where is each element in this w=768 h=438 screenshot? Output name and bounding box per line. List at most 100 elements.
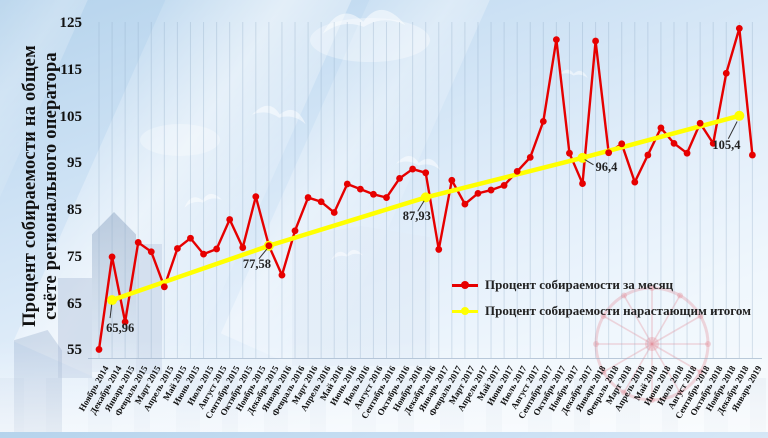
monthly-data-point [409,165,417,173]
monthly-data-point [448,176,456,184]
monthly-data-point [513,167,521,175]
ferris-wheel-cabin [705,341,711,347]
y-tick-label: 65 [67,295,82,312]
monthly-data-point [566,149,573,157]
monthly-data-point [265,242,273,250]
monthly-data-point [343,180,351,188]
y-tick-label: 85 [67,202,82,219]
monthly-data-point [657,124,665,132]
monthly-data-point [670,139,678,147]
cumulative-value-callout: 77,58 [242,256,271,271]
ferris-wheel-cabin [621,389,627,396]
cumulative-data-point [107,295,118,306]
ferris-wheel-cabin [600,369,607,375]
callout-leader-line [258,248,268,260]
monthly-data-point [200,250,207,258]
monthly-series-marker-icon [452,280,478,290]
callout-leader-line [417,200,425,212]
y-axis-title-line1: Процент собираемости на общем [20,45,40,327]
ferris-wheel-spoke [651,295,681,345]
monthly-data-point [317,198,325,206]
monthly-data-point [644,151,652,159]
cumulative-value-callout: 105,4 [712,137,741,152]
monthly-data-point [683,149,691,157]
monthly-data-point [252,193,260,201]
monthly-data-point [239,244,247,251]
y-tick-label: 75 [67,248,82,265]
ferris-wheel-hub [645,337,659,351]
monthly-data-point [474,189,482,197]
ferris-wheel-icon [594,286,710,402]
legend-label-cumulative: Процент собираемости нарастающим итогом [485,303,751,318]
ferris-wheel-cabin [697,313,704,319]
ferris-wheel-cabin [677,389,683,396]
monthly-data-point [487,186,495,194]
monthly-data-point [174,245,181,252]
ferris-wheel-spoke [623,343,653,393]
ferris-wheel-cabin [621,292,627,299]
y-tick-label: 125 [59,15,83,32]
monthly-data-point [435,246,443,253]
ferris-wheel-cabin [697,369,704,375]
monthly-data-point [383,194,390,201]
dove-icon [396,156,441,171]
cumulative-data-point [577,152,588,163]
ferris-wheel-spoke [651,315,701,345]
monthly-data-point [370,190,377,198]
monthly-data-point [500,182,508,189]
ferris-wheel-cabin [600,313,607,319]
ferris-wheel-cabin [649,397,655,403]
y-tick-label: 115 [60,61,82,78]
cloud-shape [310,18,430,62]
ferris-wheel-spoke [603,315,653,345]
ferris-wheel-cabin [593,341,599,347]
monthly-data-point [291,227,299,235]
monthly-data-point [304,194,312,201]
ferris-wheel-cabin [649,285,655,291]
monthly-data-point [396,174,403,182]
dove-icon [559,69,588,78]
monthly-data-point [226,216,234,223]
dove-icon [252,105,306,125]
cumulative-data-point [420,192,431,203]
y-tick-label: 95 [67,155,82,172]
y-axis-title: Процент собираемости на общем счёте реги… [20,0,64,386]
ferris-wheel-spoke [651,343,681,393]
monthly-data-point [213,245,221,253]
cumulative-value-callout: 65,96 [106,321,135,336]
y-axis-title-line2: счёте регионального оператора [41,52,61,320]
monthly-data-point [749,151,756,159]
cumulative-value-callout: 96,4 [595,159,618,174]
monthly-data-point [134,239,142,246]
monthly-data-point [330,209,338,216]
monthly-data-point [526,153,534,161]
monthly-data-point [108,253,116,261]
ferris-wheel-spoke [623,295,653,345]
monthly-data-point [422,169,430,177]
cumulative-series-marker-icon [452,306,478,316]
cumulative-data-point [734,110,745,121]
monthly-data-point [735,24,743,32]
monthly-data-point [722,69,730,77]
dove-icon [331,249,364,260]
monthly-data-point [579,180,586,187]
legend-item-monthly: Процент собираемости за месяц [452,272,764,298]
cumulative-value-callout: 87,93 [402,209,431,224]
dove-icon [322,9,406,34]
monthly-data-point [631,178,639,186]
monthly-data-point [356,185,364,193]
monthly-data-point [592,37,599,45]
monthly-data-point [552,36,560,44]
monthly-data-point [618,140,626,148]
legend: Процент собираемости за месяц Процент со… [452,272,764,324]
legend-label-monthly: Процент собираемости за месяц [485,277,674,292]
monthly-data-point [461,200,469,208]
monthly-data-point [605,149,613,157]
legend-item-cumulative: Процент собираемости нарастающим итогом [452,298,764,324]
y-tick-label: 55 [67,342,82,359]
monthly-data-point [121,318,129,326]
monthly-data-point [187,234,194,242]
